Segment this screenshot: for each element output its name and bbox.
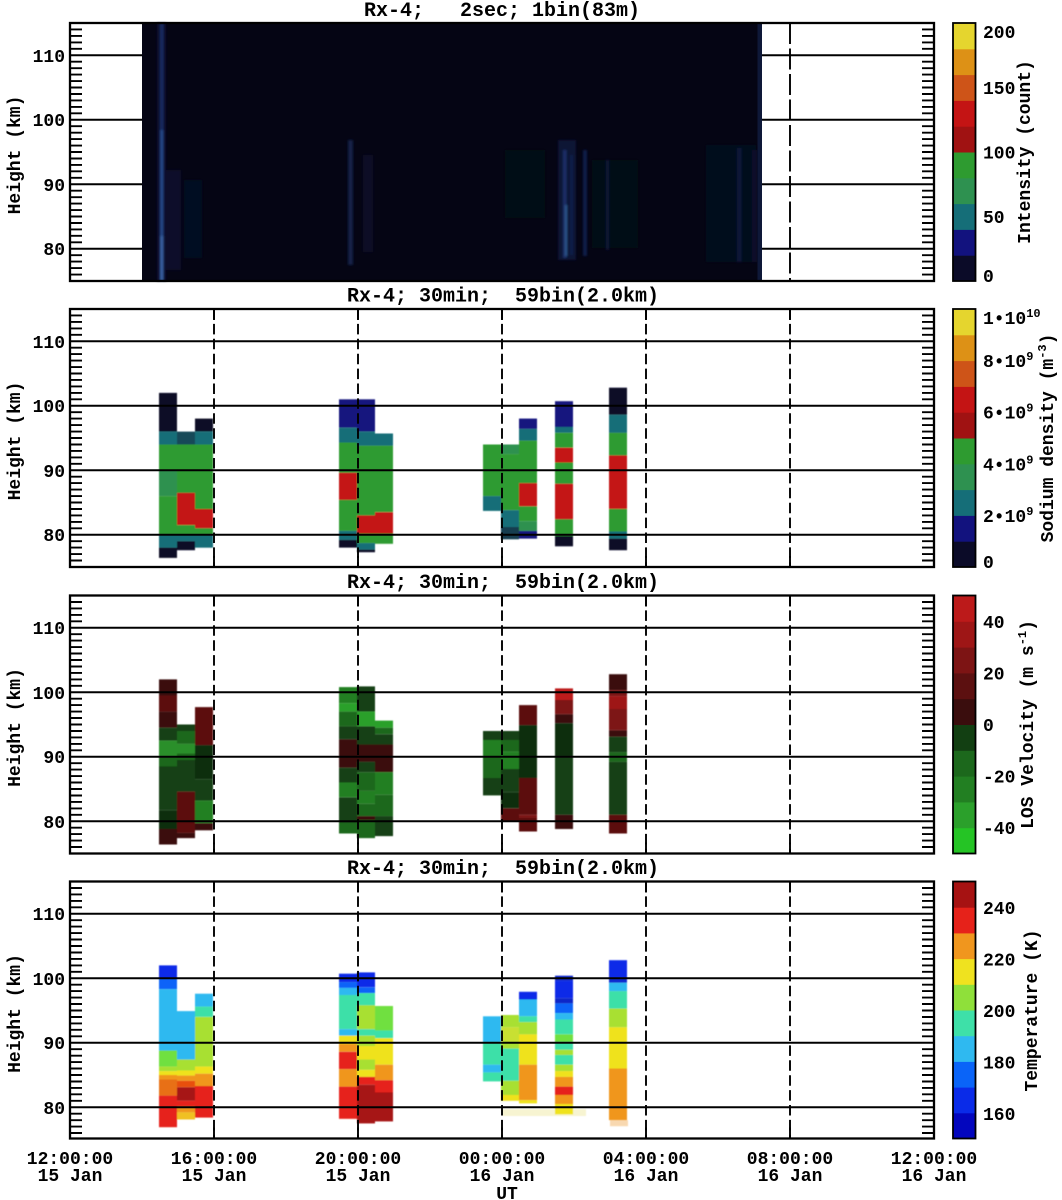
svg-text:15 Jan: 15 Jan: [182, 1167, 247, 1187]
svg-text:-40: -40: [983, 820, 1015, 840]
svg-text:15 Jan: 15 Jan: [38, 1167, 103, 1187]
svg-text:Height (km): Height (km): [6, 96, 26, 215]
svg-text:6•109: 6•109: [983, 402, 1033, 425]
svg-text:Height (km): Height (km): [6, 954, 26, 1073]
svg-text:16 Jan: 16 Jan: [614, 1167, 679, 1187]
svg-text:110: 110: [33, 620, 65, 640]
svg-text:LOS Velocity (m s-1): LOS Velocity (m s-1): [1016, 620, 1039, 829]
svg-text:90: 90: [43, 749, 65, 769]
svg-text:80: 80: [43, 1100, 65, 1120]
svg-text:Rx-4; 2sec; 1bin(83m): Rx-4; 2sec; 1bin(83m): [364, 0, 640, 23]
svg-text:04:00:00: 04:00:00: [603, 1150, 689, 1170]
svg-text:UT: UT: [496, 1185, 518, 1200]
svg-text:0: 0: [983, 268, 994, 288]
svg-text:16:00:00: 16:00:00: [171, 1150, 257, 1170]
svg-text:08:00:00: 08:00:00: [747, 1150, 833, 1170]
svg-text:12:00:00: 12:00:00: [27, 1150, 113, 1170]
svg-text:160: 160: [983, 1106, 1015, 1126]
svg-text:16 Jan: 16 Jan: [758, 1167, 823, 1187]
svg-text:90: 90: [43, 177, 65, 197]
svg-text:100: 100: [33, 398, 65, 418]
svg-text:80: 80: [43, 814, 65, 834]
svg-text:100: 100: [33, 685, 65, 705]
svg-text:90: 90: [43, 463, 65, 483]
svg-text:2•109: 2•109: [983, 505, 1033, 528]
svg-text:Rx-4; 30min; 59bin(2.0km): Rx-4; 30min; 59bin(2.0km): [347, 858, 659, 881]
svg-text:16 Jan: 16 Jan: [470, 1167, 535, 1187]
svg-text:Height (km): Height (km): [6, 382, 26, 501]
svg-text:110: 110: [33, 48, 65, 68]
svg-text:0: 0: [983, 554, 994, 574]
svg-text:80: 80: [43, 241, 65, 261]
svg-text:12:00:00: 12:00:00: [891, 1150, 977, 1170]
svg-text:15 Jan: 15 Jan: [326, 1167, 391, 1187]
svg-text:4•109: 4•109: [983, 453, 1033, 476]
svg-text:200: 200: [983, 1003, 1015, 1023]
svg-text:-20: -20: [983, 769, 1015, 789]
svg-text:Intensity (count): Intensity (count): [1016, 60, 1036, 244]
svg-text:Rx-4; 30min; 59bin(2.0km): Rx-4; 30min; 59bin(2.0km): [347, 286, 659, 309]
svg-text:100: 100: [33, 112, 65, 132]
svg-text:20: 20: [983, 665, 1005, 685]
svg-text:16 Jan: 16 Jan: [902, 1167, 967, 1187]
svg-text:50: 50: [983, 209, 1005, 229]
svg-text:110: 110: [33, 334, 65, 354]
svg-text:40: 40: [983, 614, 1005, 634]
svg-text:80: 80: [43, 527, 65, 547]
svg-text:220: 220: [983, 951, 1015, 971]
svg-text:100: 100: [983, 145, 1015, 165]
svg-text:90: 90: [43, 1035, 65, 1055]
svg-text:200: 200: [983, 24, 1015, 44]
svg-text:0: 0: [983, 717, 994, 737]
svg-text:Temperature (K): Temperature (K): [1023, 929, 1043, 1091]
svg-text:150: 150: [983, 80, 1015, 100]
svg-text:240: 240: [983, 900, 1015, 920]
svg-text:Sodium density (m-3): Sodium density (m-3): [1036, 334, 1059, 543]
svg-text:Rx-4; 30min; 59bin(2.0km): Rx-4; 30min; 59bin(2.0km): [347, 572, 659, 595]
svg-text:8•109: 8•109: [983, 350, 1033, 373]
svg-text:Height (km): Height (km): [6, 668, 26, 787]
svg-text:180: 180: [983, 1055, 1015, 1075]
svg-text:20:00:00: 20:00:00: [315, 1150, 401, 1170]
svg-text:00:00:00: 00:00:00: [459, 1150, 545, 1170]
svg-text:100: 100: [33, 971, 65, 991]
svg-text:110: 110: [33, 906, 65, 926]
